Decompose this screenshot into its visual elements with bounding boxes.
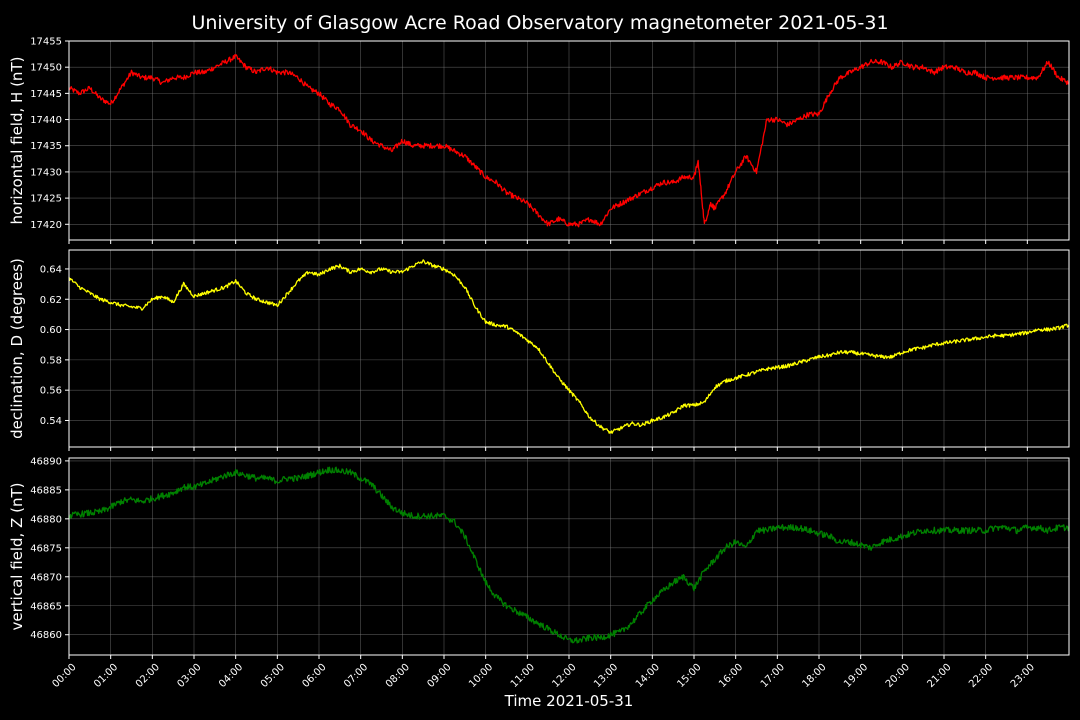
- grid-Z: [68, 458, 1069, 655]
- series-line-H: [68, 54, 1070, 228]
- y-tick-label-H: 17440: [30, 115, 62, 126]
- plot-frame-D: [68, 249, 1070, 448]
- y-tick-label-H: 17455: [30, 37, 62, 48]
- y-tick-label-D: 0.62: [40, 295, 62, 306]
- series-line-D: [68, 259, 1070, 434]
- y-tick-label-Z: 46885: [30, 485, 62, 496]
- y-tick-label-H: 17420: [30, 220, 62, 231]
- plot-frame-H: [68, 40, 1070, 241]
- y-tick-label-D: 0.60: [40, 325, 62, 336]
- y-axis-label-Z: vertical field, Z (nT): [8, 482, 26, 630]
- y-tick-label-Z: 46860: [30, 630, 62, 641]
- panel-Z: 46860 46865 46870 46875 46880 46885 46890 verti…: [8, 456, 1070, 659]
- y-tick-label-Z: 46890: [30, 456, 62, 467]
- y-axis-label-H: horizontal field, H (nT): [8, 57, 26, 225]
- y-tick-label-H: 17430: [30, 167, 62, 178]
- chart-panels: 17420 17425 17430 17435 17440 17445 17450 17455…: [8, 37, 1070, 659]
- y-tick-label-H: 17450: [30, 63, 62, 74]
- y-tick-label-D: 0.58: [40, 355, 62, 366]
- plot-frame-Z: [68, 457, 1070, 656]
- y-tick-label-D: 0.56: [40, 386, 62, 397]
- y-tick-label-Z: 46865: [30, 601, 62, 612]
- grid-H: [68, 40, 1069, 240]
- y-tick-label-Z: 46870: [30, 572, 62, 583]
- y-tick-label-H: 17435: [30, 141, 62, 152]
- y-tick-label-H: 17425: [30, 194, 62, 205]
- y-tick-label-Z: 46875: [30, 543, 62, 554]
- series-line-Z: [68, 466, 1070, 644]
- x-axis-label: Time 2021-05-31: [504, 692, 634, 710]
- y-tick-label-H: 17445: [30, 89, 62, 100]
- y-axis-label-D: declination, D (degrees): [8, 258, 26, 439]
- y-tick-label-Z: 46880: [30, 514, 62, 525]
- chart-title: University of Glasgow Acre Road Observat…: [191, 12, 888, 34]
- panel-D: 0.54 0.56 0.58 0.60 0.62 0.64 declination, D (…: [8, 249, 1070, 451]
- y-tick-label-D: 0.64: [40, 264, 62, 275]
- y-tick-label-D: 0.54: [40, 416, 62, 427]
- panel-H: 17420 17425 17430 17435 17440 17445 17450 17455…: [8, 37, 1070, 244]
